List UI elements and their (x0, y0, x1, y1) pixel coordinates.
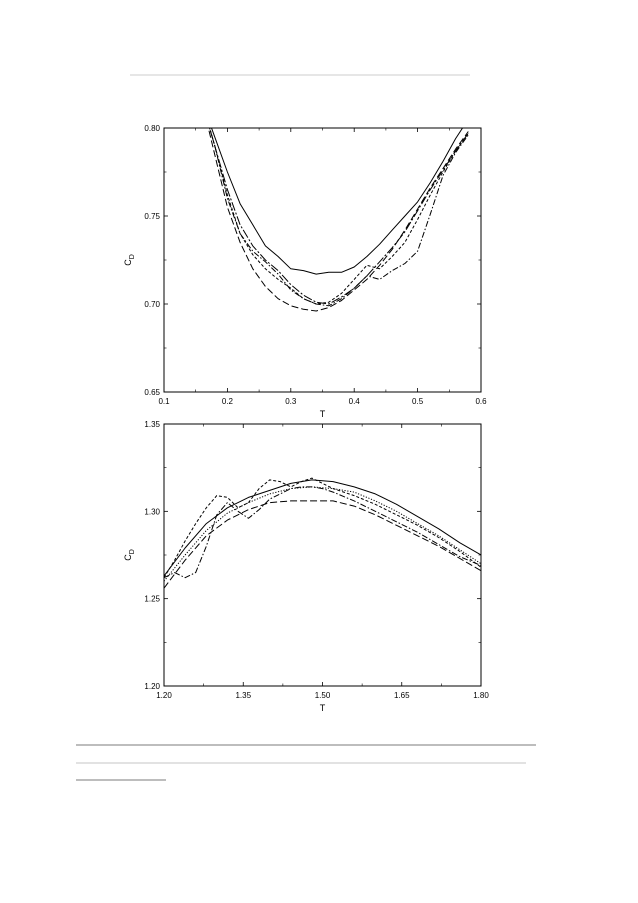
x-tick-label: 1.65 (394, 691, 410, 700)
series-line-solid (164, 479, 481, 577)
y-tick-label: 0.65 (144, 388, 160, 397)
y-tick-label: 1.25 (144, 595, 160, 604)
plot-frame (163, 127, 482, 393)
x-tick-label: 1.50 (315, 691, 331, 700)
y-axis-label-subscript: D (129, 254, 136, 259)
blurred-caption-line-1 (76, 744, 536, 746)
series-line-short-dashed (209, 128, 469, 305)
y-tick-label: 1.30 (144, 507, 160, 516)
y-tick-label: 0.70 (144, 300, 160, 309)
x-tick-label: 1.20 (156, 691, 172, 700)
series-line-dash-dot (209, 128, 469, 307)
y-tick-label: 1.20 (144, 682, 160, 691)
series-group (164, 477, 481, 589)
chart-panel-1: 0.1 0.2 0.3 0.4 0.5 0.6 0.65 0.70 0.75 0.80 T CD (123, 124, 487, 419)
x-axis-label: T (320, 703, 326, 713)
x-axis-label: T (320, 409, 326, 419)
chart-panel-2: 1.20 1.35 1.50 1.65 1.80 1.20 1.25 1.30 1.35 T CD (123, 420, 489, 713)
y-axis-label-subscript: D (129, 549, 136, 554)
y-tick-label: 0.80 (144, 124, 160, 133)
blurred-caption-line-3 (76, 779, 166, 781)
series-line-dotted (164, 486, 481, 582)
series-line-dashed (207, 128, 469, 312)
series-line-short-dashed (164, 477, 481, 578)
y-tick-label: 1.35 (144, 420, 160, 429)
x-tick-label: 0.3 (285, 397, 297, 406)
series-line-solid (210, 128, 464, 275)
series-line-dash-dot (164, 486, 481, 579)
blurred-header-text (130, 74, 470, 76)
plot-frame (163, 423, 482, 687)
x-tick-label: 0.4 (349, 397, 361, 406)
blurred-caption-line-2 (76, 762, 526, 764)
x-tick-label: 1.80 (473, 691, 489, 700)
x-tick-label: 0.1 (158, 397, 170, 406)
series-group (207, 128, 469, 312)
x-tick-label: 0.2 (222, 397, 234, 406)
y-tick-label: 0.75 (144, 212, 160, 221)
x-tick-label: 0.6 (475, 397, 487, 406)
series-line-dashed (164, 500, 481, 589)
x-tick-label: 0.5 (412, 397, 424, 406)
x-tick-label: 1.35 (235, 691, 251, 700)
y-axis-label: CD (123, 254, 136, 266)
y-axis-label: CD (123, 549, 136, 561)
series-line-long-dash-dot (209, 128, 469, 305)
